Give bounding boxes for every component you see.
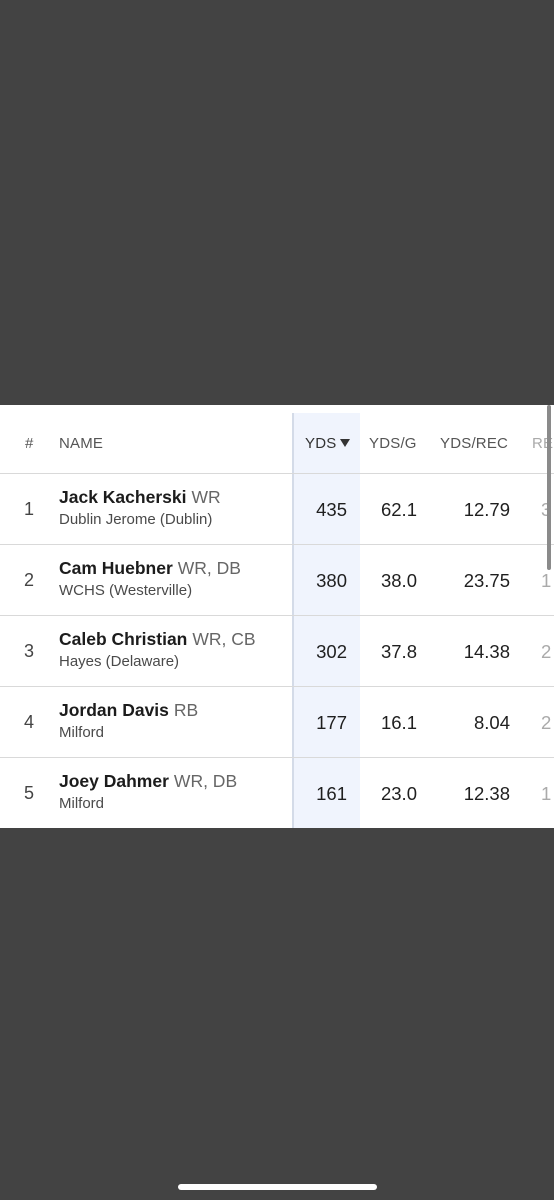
yds-value: 380 xyxy=(316,570,347,591)
player-school: Milford xyxy=(59,724,105,741)
row-rank: 1 xyxy=(24,499,35,519)
stats-table: # NAME YDS YDS/G YDS/REC RE 1 Jack Kache… xyxy=(0,405,554,828)
table-row[interactable]: 2 Cam Huebner WR, DB WCHS (Westerville) 3… xyxy=(0,545,554,616)
header-yds[interactable]: YDS xyxy=(305,435,351,452)
player-position: RB xyxy=(173,700,199,720)
player-name-text: Caleb Christian xyxy=(59,629,188,649)
table-row[interactable]: 1 Jack Kacherski WR Dublin Jerome (Dublin… xyxy=(0,474,554,545)
yds-per-game-value: 62.1 xyxy=(380,499,417,520)
player-name[interactable]: Jack Kacherski WR xyxy=(59,487,221,508)
yds-per-rec-value: 12.38 xyxy=(463,783,510,804)
truncated-value: 2 xyxy=(541,641,552,662)
yds-per-rec-value: 12.79 xyxy=(463,499,510,520)
player-name-text: Cam Huebner xyxy=(59,558,173,578)
truncated-value: 1 xyxy=(541,570,552,591)
player-position: WR, DB xyxy=(177,558,241,578)
yds-per-rec-value: 8.04 xyxy=(473,712,510,733)
sort-descending-icon xyxy=(340,439,351,447)
player-school: Hayes (Delaware) xyxy=(59,653,180,670)
truncated-value: 2 xyxy=(541,712,552,733)
player-name-text: Jordan Davis xyxy=(59,700,169,720)
yds-per-game-value: 23.0 xyxy=(380,783,417,804)
row-rank: 2 xyxy=(24,570,35,590)
player-name[interactable]: Joey Dahmer WR, DB xyxy=(59,771,237,792)
header-yds-per-game[interactable]: YDS/G xyxy=(369,435,417,452)
header-name[interactable]: NAME xyxy=(59,435,104,452)
player-school: Dublin Jerome (Dublin) xyxy=(59,511,213,528)
yds-value: 161 xyxy=(316,783,347,804)
player-name[interactable]: Caleb Christian WR, CB xyxy=(59,629,256,650)
yds-value: 302 xyxy=(316,641,347,662)
table-body: 1 Jack Kacherski WR Dublin Jerome (Dublin… xyxy=(0,474,554,828)
player-name-text: Jack Kacherski xyxy=(59,487,187,507)
player-school: WCHS (Westerville) xyxy=(59,582,193,599)
home-indicator[interactable] xyxy=(178,1184,377,1190)
yds-per-game-value: 16.1 xyxy=(380,712,417,733)
yds-per-rec-value: 14.38 xyxy=(463,641,510,662)
table-row[interactable]: 5 Joey Dahmer WR, DB Milford 161 23.0 12.… xyxy=(0,758,554,828)
header-yds-label: YDS xyxy=(305,435,337,452)
player-position: WR, DB xyxy=(173,771,238,791)
sorted-column-highlight xyxy=(292,413,360,828)
yds-per-rec-value: 23.75 xyxy=(463,570,510,591)
row-rank: 4 xyxy=(24,712,35,732)
table-header: # NAME YDS YDS/G YDS/REC RE xyxy=(0,413,554,474)
table-row[interactable]: 4 Jordan Davis RB Milford 177 16.1 8.04 2 xyxy=(0,687,554,758)
truncated-value: 3 xyxy=(541,499,551,521)
player-name[interactable]: Jordan Davis RB xyxy=(59,700,198,721)
table-row[interactable]: 3 Caleb Christian WR, CB Hayes (Delaware)… xyxy=(0,616,554,687)
horizontal-scroll-indicator[interactable] xyxy=(547,405,551,570)
row-rank: 3 xyxy=(24,641,35,661)
truncated-value: 1 xyxy=(541,783,552,804)
header-yds-per-rec[interactable]: YDS/REC xyxy=(440,435,509,452)
yds-per-game-value: 38.0 xyxy=(380,570,417,591)
player-school: Milford xyxy=(59,795,105,812)
player-position: WR, CB xyxy=(192,629,256,649)
row-rank: 5 xyxy=(24,783,35,803)
player-position: WR xyxy=(191,487,221,507)
player-name-text: Joey Dahmer xyxy=(59,771,169,791)
yds-value: 177 xyxy=(316,712,347,733)
player-name[interactable]: Cam Huebner WR, DB xyxy=(59,558,241,579)
yds-per-game-value: 37.8 xyxy=(380,641,417,662)
header-rank[interactable]: # xyxy=(25,435,34,452)
yds-value: 435 xyxy=(316,499,347,520)
